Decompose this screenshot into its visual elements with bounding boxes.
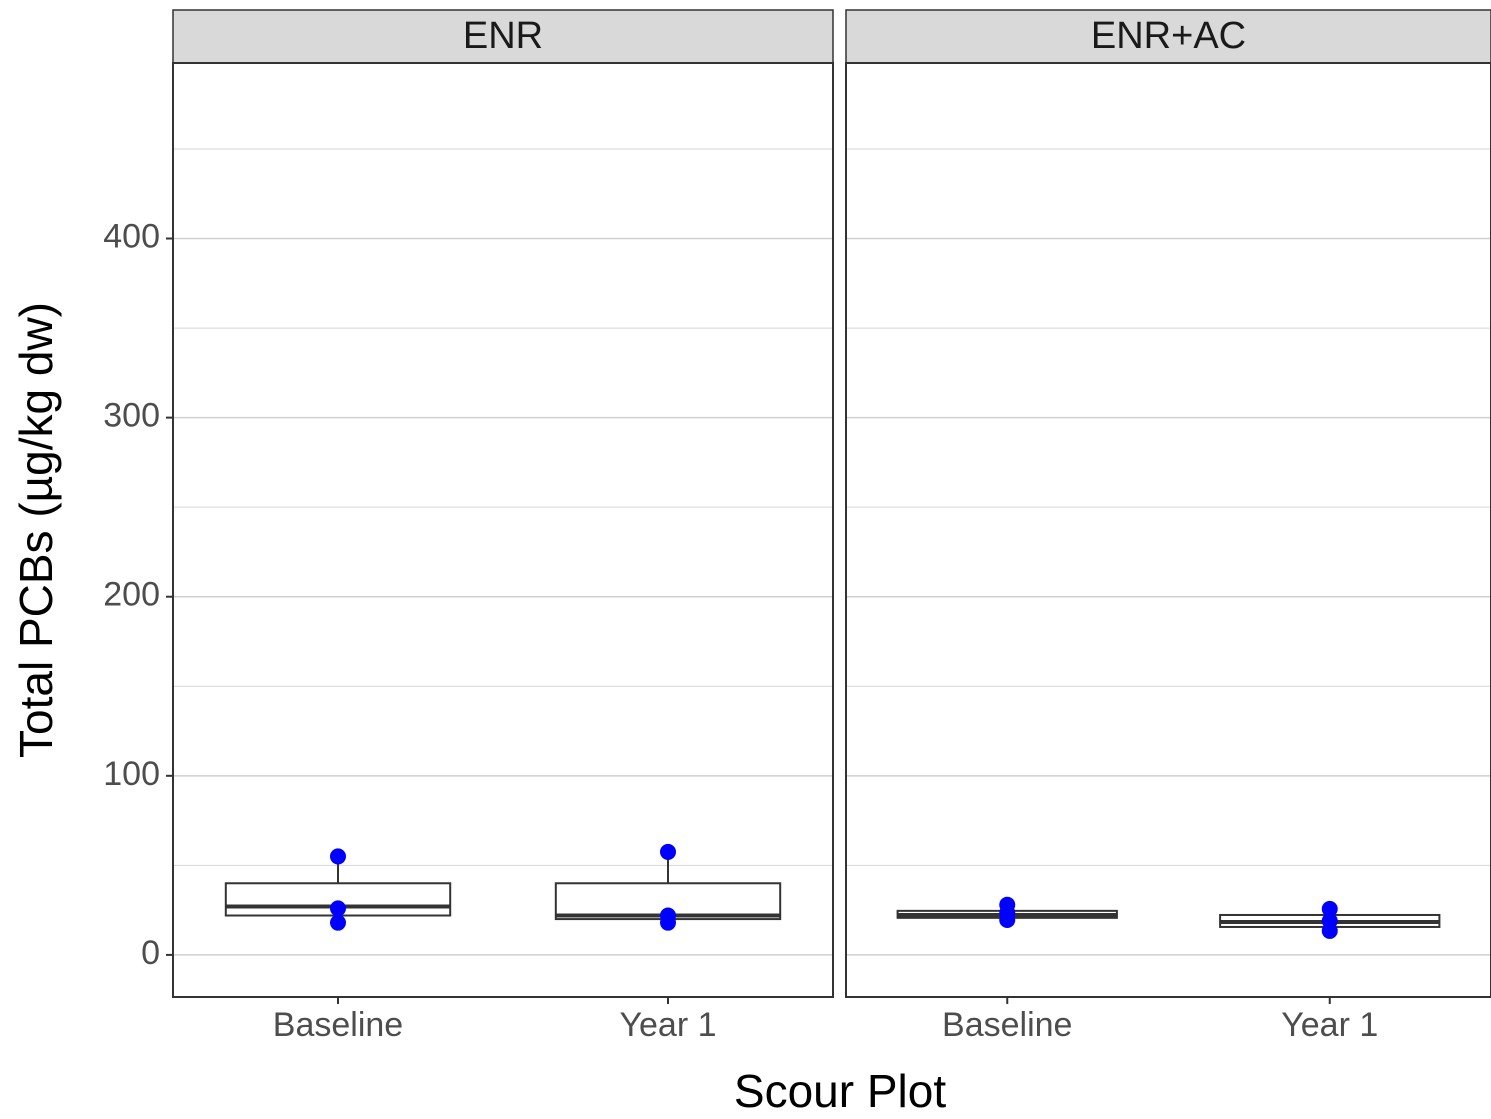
strip (172, 9, 834, 64)
panel-border (172, 62, 834, 998)
x-tick-label: Baseline (273, 1006, 403, 1044)
panel-border (845, 62, 1491, 998)
data-point (660, 843, 676, 860)
x-tick-label: Year 1 (1281, 1006, 1378, 1044)
data-point (330, 848, 346, 865)
strip-label: ENR+AC (1091, 15, 1246, 57)
y-tick-label: 100 (103, 755, 160, 793)
y-tick-label: 0 (141, 934, 160, 972)
data-point (1321, 900, 1338, 917)
data-point (330, 914, 346, 931)
data-point (330, 900, 346, 917)
y-tick-label: 400 (103, 218, 160, 256)
data-point (999, 911, 1016, 928)
x-tick-label: Baseline (942, 1006, 1072, 1044)
data-point (660, 914, 676, 931)
x-tick-label: Year 1 (619, 1006, 716, 1044)
y-tick-label: 200 (103, 576, 160, 614)
data-point (1321, 922, 1338, 939)
y-axis-title: Total PCBs (µg/kg dw) (10, 302, 62, 758)
y-tick-label: 300 (103, 397, 160, 435)
x-axis-title: Scour Plot (734, 1065, 946, 1117)
strip-label: ENR (463, 15, 543, 57)
